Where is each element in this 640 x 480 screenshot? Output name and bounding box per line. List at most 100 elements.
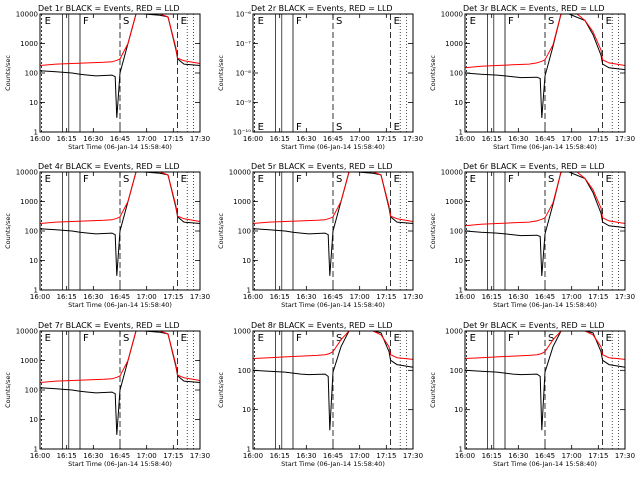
x-tick-label: 17:15: [588, 135, 608, 143]
y-tick-label: 1000: [233, 328, 251, 336]
x-tick-label: 17:15: [376, 293, 396, 301]
x-tick-label: 17:15: [588, 452, 608, 460]
y-tick-label: 100: [25, 387, 38, 395]
y-axis-label: Counts/sec: [429, 372, 437, 408]
series-line: [464, 330, 626, 431]
marker-label: S: [548, 174, 554, 185]
y-tick-label: 1000: [445, 198, 463, 206]
y-tick-label: 100: [238, 228, 251, 236]
y-tick-label: 100: [25, 228, 38, 236]
x-axis-label: Start Time (06-Jan-14 15:58:40): [493, 460, 597, 468]
marker-label: S: [336, 16, 342, 27]
chart-title: Det 6r BLACK = Events, RED = LLD: [463, 162, 605, 171]
x-tick-label: 16:30: [83, 293, 103, 301]
y-tick-label: 10: [454, 99, 463, 107]
x-tick-label: 16:45: [110, 135, 130, 143]
x-axis-label: Start Time (06-Jan-14 15:58:40): [493, 143, 597, 151]
x-tick-label: 17:30: [615, 452, 635, 460]
chart-title: Det 3r BLACK = Events, RED = LLD: [463, 4, 605, 13]
y-tick-label: 10: [454, 257, 463, 265]
series-line: [39, 13, 201, 118]
x-tick-label: 17:30: [403, 293, 423, 301]
y-tick-label: 10⁻¹⁰: [233, 129, 251, 137]
x-tick-label: 17:30: [403, 452, 423, 460]
marker-label: S: [123, 16, 129, 27]
marker-label: E: [258, 122, 264, 133]
marker-label: S: [336, 333, 342, 344]
marker-label: E: [470, 16, 476, 27]
marker-label: F: [508, 333, 514, 344]
x-tick-label: 16:30: [83, 135, 103, 143]
y-tick-label: 1: [34, 446, 38, 454]
marker-label: E: [394, 333, 400, 344]
x-tick-label: 16:00: [243, 293, 263, 301]
y-tick-label: 10000: [441, 11, 463, 19]
x-axis-label: Start Time (06-Jan-14 15:58:40): [281, 143, 385, 151]
marker-label: F: [296, 122, 302, 133]
marker-label: S: [123, 333, 129, 344]
x-tick-label: 16:00: [30, 452, 50, 460]
x-tick-label: 16:45: [535, 293, 555, 301]
marker-label: E: [258, 333, 264, 344]
y-tick-label: 10: [242, 406, 251, 414]
x-tick-label: 17:00: [350, 452, 370, 460]
y-axis-label: Counts/sec: [217, 372, 225, 408]
x-tick-label: 16:30: [508, 135, 528, 143]
series-line: [464, 13, 626, 118]
marker-label: E: [258, 174, 264, 185]
series-line: [252, 330, 414, 431]
marker-label: E: [394, 174, 400, 185]
y-tick-label: 1000: [20, 198, 38, 206]
x-tick-label: 17:00: [137, 135, 157, 143]
x-tick-label: 17:15: [163, 452, 183, 460]
marker-label: S: [336, 122, 342, 133]
marker-label: F: [296, 333, 302, 344]
y-tick-label: 1: [34, 287, 38, 295]
y-tick-label: 10: [242, 257, 251, 265]
y-tick-label: 1000: [445, 328, 463, 336]
marker-label: S: [336, 174, 342, 185]
marker-label: E: [606, 16, 612, 27]
marker-label: F: [508, 16, 514, 27]
x-tick-label: 16:45: [110, 452, 130, 460]
marker-label: S: [123, 174, 129, 185]
series-line: [464, 171, 626, 276]
x-tick-label: 16:30: [296, 135, 316, 143]
y-tick-label: 1000: [20, 40, 38, 48]
y-tick-label: 10: [29, 416, 38, 424]
y-tick-label: 10⁻⁷: [236, 40, 252, 48]
x-tick-label: 16:00: [243, 452, 263, 460]
marker-label: E: [606, 333, 612, 344]
series-line: [39, 330, 201, 435]
y-tick-label: 10⁻⁸: [236, 70, 252, 78]
x-tick-label: 17:00: [562, 293, 582, 301]
series-line: [39, 13, 201, 66]
series-line: [252, 330, 414, 360]
marker-label: E: [45, 333, 51, 344]
y-tick-label: 100: [450, 70, 463, 78]
marker-label: E: [181, 174, 187, 185]
x-tick-label: 17:00: [350, 135, 370, 143]
y-tick-label: 1: [247, 446, 251, 454]
y-tick-label: 10: [29, 99, 38, 107]
y-tick-label: 100: [238, 367, 251, 375]
x-tick-label: 16:15: [270, 452, 290, 460]
series-line: [39, 330, 201, 383]
y-tick-label: 1: [459, 446, 463, 454]
x-tick-label: 16:00: [30, 135, 50, 143]
marker-label: F: [83, 174, 89, 185]
y-axis-label: Counts/sec: [4, 372, 12, 408]
marker-label: F: [296, 16, 302, 27]
x-tick-label: 16:00: [243, 135, 263, 143]
x-tick-label: 17:30: [615, 293, 635, 301]
marker-label: F: [83, 16, 89, 27]
chart-title: Det 8r BLACK = Events, RED = LLD: [251, 321, 393, 330]
x-tick-label: 17:00: [137, 293, 157, 301]
y-tick-label: 1000: [233, 198, 251, 206]
x-tick-label: 16:15: [57, 293, 77, 301]
